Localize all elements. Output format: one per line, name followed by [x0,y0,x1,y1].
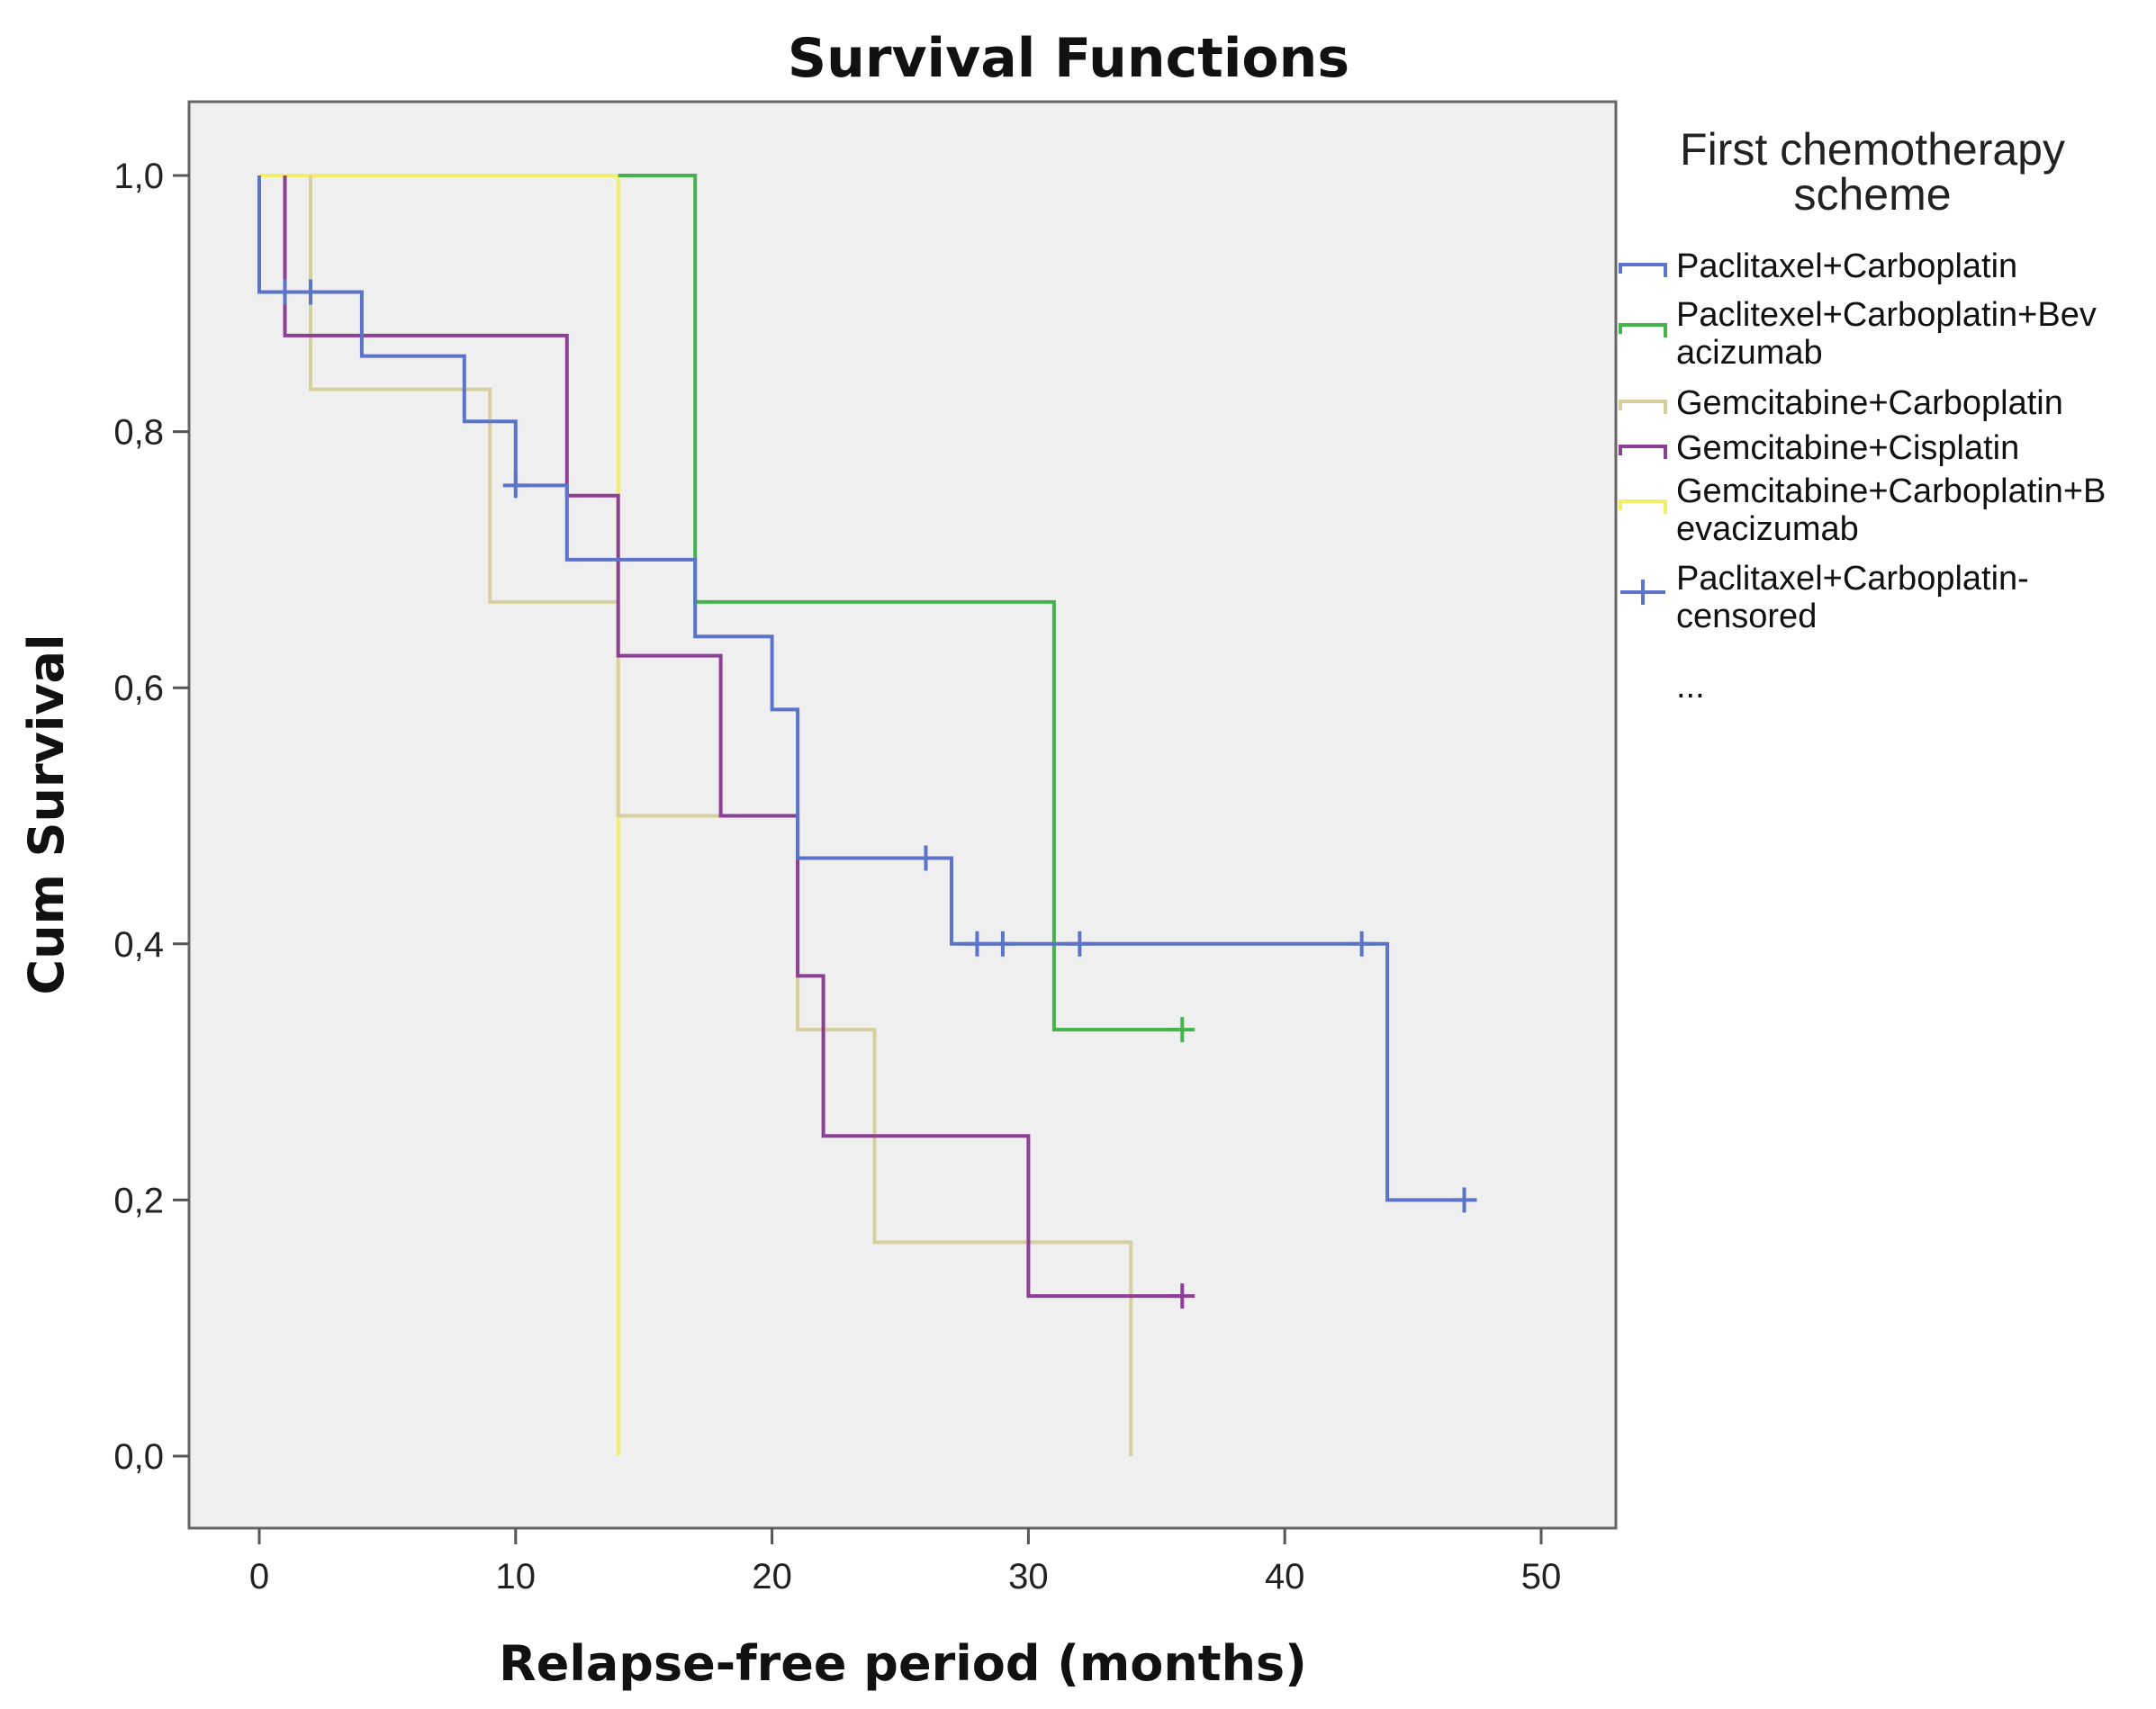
censor-mark-paclitaxel-carboplatin [1067,931,1093,957]
legend-item: Gemcitabine+Carboplatin [1619,384,2063,422]
x-axis-title: Relapse-free period (months) [499,1635,1307,1692]
legend-title: First chemotherapy [1680,124,2065,175]
x-axis: 0 10 20 30 40 50 [249,1528,1561,1597]
legend-more: ... [1676,668,1705,706]
censor-mark-paclitaxel-carboplatin [989,931,1015,957]
x-tick-label: 30 [1008,1557,1049,1597]
series-line-gemcitabine-cisplatin [283,175,1183,1299]
legend-swatch [1619,499,1667,514]
chart-title: Survival Functions [788,27,1349,90]
legend-label: Gemcitabine+Carboplatin [1676,384,2063,422]
series-line-paclitaxel-carboplatin [257,175,1465,1202]
y-tick-label: 0,0 [113,1437,164,1477]
legend-item: Paclitaxel+Carboplatin [1619,247,2017,285]
y-axis-title: Cum Survival [18,634,75,995]
censor-mark-gemcitabine-cisplatin [1169,1283,1195,1309]
censor-mark-paclitaxel-carboplatin [964,931,990,957]
legend-item: Gemcitabine+Cisplatin [1619,429,2019,467]
y-axis: 0,0 0,2 0,4 0,6 0,8 1,0 [113,157,189,1477]
x-tick-label: 10 [496,1557,537,1597]
y-tick-label: 0,6 [113,669,164,708]
censor-mark-paclitaxel-carboplatin [502,472,528,499]
series-line-paclitexel-carboplatin-bevacizumab [618,174,1183,1032]
y-tick-label: 1,0 [113,157,164,196]
y-tick-label: 0,2 [113,1181,164,1220]
x-tick-label: 50 [1521,1557,1562,1597]
legend-title: scheme [1793,169,1951,220]
plot-area [187,100,1618,1530]
series-layer [257,174,1477,1456]
legend-label: Paclitaxel+Carboplatin- [1676,560,2029,598]
x-tick-label: 0 [249,1557,269,1597]
legend-swatch [1619,400,1667,414]
legend-swatch [1619,445,1667,459]
legend-label: Paclitexel+Carboplatin+Bev [1676,296,2097,334]
legend-label: acizumab [1676,334,1823,372]
y-tick-label: 0,4 [113,925,164,965]
legend-label: Gemcitabine+Carboplatin+B [1676,472,2106,510]
series-line-gemcitabine-carboplatin [309,175,1133,1456]
censor-mark-paclitaxel-carboplatin [1451,1187,1477,1213]
x-tick-label: 40 [1265,1557,1305,1597]
censor-mark-paclitaxel-carboplatin [272,279,298,305]
censor-mark-paclitaxel-carboplatin [913,845,939,871]
censor-mark-paclitaxel-carboplatin [1349,931,1375,957]
legend-swatch [1619,323,1667,337]
legend-item: Paclitaxel+Carboplatin-censored [1620,560,2029,635]
x-tick-label: 20 [752,1557,792,1597]
legend-label: censored [1676,598,1817,635]
legend-label: evacizumab [1676,510,1859,548]
legend-label: Gemcitabine+Cisplatin [1676,429,2019,467]
legend-label: Paclitaxel+Carboplatin [1676,247,2017,285]
censor-mark-paclitaxel-carboplatin [297,279,323,305]
censor-mark-paclitexel-carboplatin-bevacizumab [1169,1017,1195,1043]
legend-swatch [1619,263,1667,277]
y-tick-label: 0,8 [113,413,164,453]
